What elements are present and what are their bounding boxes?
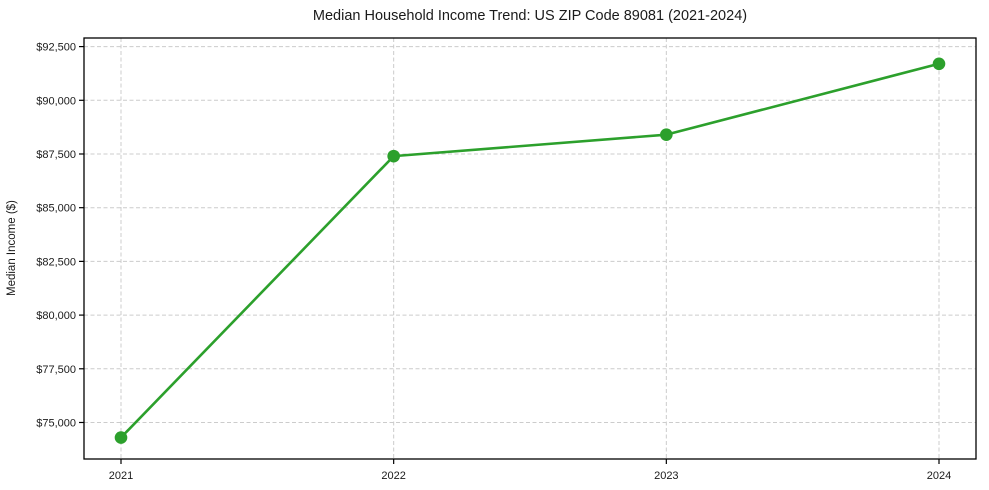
- chart-title: Median Household Income Trend: US ZIP Co…: [312, 8, 748, 24]
- y-tick-label: $90,000: [36, 95, 76, 107]
- income-trend-line: [119, 62, 941, 439]
- x-tick-label: 2021: [109, 470, 133, 482]
- y-tick-label: $87,500: [36, 149, 76, 161]
- x-tick-label: 2022: [381, 470, 405, 482]
- plot-border: [83, 37, 977, 460]
- data-point-marker: [660, 128, 673, 141]
- data-point-marker: [114, 431, 128, 444]
- y-tick-label: $85,000: [36, 203, 76, 215]
- y-tick-label: $75,000: [36, 417, 76, 429]
- y-tick-label: $77,500: [36, 364, 76, 376]
- y-tick-label: $82,500: [36, 256, 76, 268]
- y-tick-label: $92,500: [36, 42, 76, 54]
- data-point-marker: [387, 149, 400, 163]
- y-tick-label: $80,000: [36, 310, 76, 322]
- x-tick-label: 2024: [927, 470, 951, 482]
- x-tick-label: 2023: [654, 470, 678, 482]
- data-point-marker: [932, 57, 946, 71]
